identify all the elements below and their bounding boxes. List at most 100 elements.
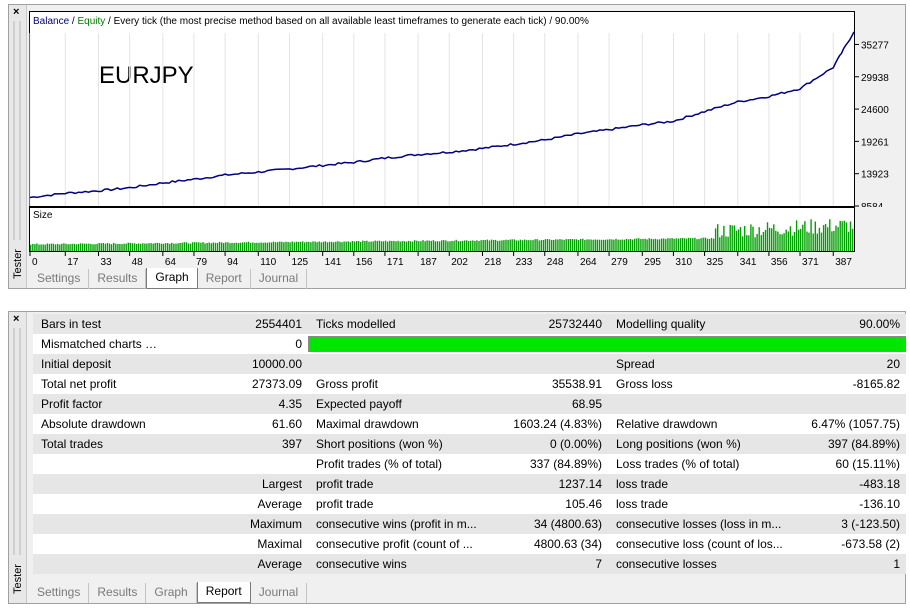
tester-side-label: Tester xyxy=(12,249,24,279)
volume-bar xyxy=(337,241,339,251)
volume-bar xyxy=(71,243,73,251)
volume-bar xyxy=(534,239,536,251)
tester-gripper[interactable]: × Tester xyxy=(9,5,27,288)
volume-bar xyxy=(61,243,63,251)
close-icon[interactable]: × xyxy=(13,313,20,325)
volume-bar xyxy=(434,241,437,251)
plot-area xyxy=(29,11,855,207)
volume-bar xyxy=(366,240,368,251)
drag-handle-icon[interactable] xyxy=(13,21,21,240)
volume-bar xyxy=(216,242,219,251)
volume-bar xyxy=(397,240,399,251)
y-tick-label: 8584 xyxy=(861,202,884,207)
volume-bar xyxy=(34,244,36,251)
report-cell: 90.00% xyxy=(793,314,906,334)
tab-graph[interactable]: Graph xyxy=(146,268,198,289)
x-axis: 0 17 33 48 64 79 94 110 125 141 156 171 187 202 218 233… xyxy=(29,252,852,268)
report-cell: Long positions (won %) xyxy=(608,434,793,454)
volume-bar xyxy=(690,238,692,251)
volume-bar xyxy=(164,243,167,251)
volume-bar xyxy=(573,239,576,251)
volume-bar xyxy=(194,242,196,251)
volume-bar xyxy=(683,238,686,251)
report-row: Absolute drawdown 61.60 Maximal drawdown 16… xyxy=(33,414,906,434)
report-cell: Average xyxy=(163,494,308,514)
volume-bar xyxy=(347,241,349,251)
volume-bar xyxy=(696,239,698,251)
volume-bar xyxy=(754,237,756,251)
report-cell: 105.46 xyxy=(498,494,608,514)
tab-graph[interactable]: Graph xyxy=(146,583,197,603)
volume-bar xyxy=(638,238,640,251)
x-tick-label: 79 xyxy=(196,257,208,268)
volume-bar xyxy=(623,239,625,251)
volume-bar xyxy=(395,241,397,251)
volume-bar xyxy=(445,240,447,251)
volume-bar xyxy=(409,241,412,251)
close-icon[interactable]: × xyxy=(13,6,20,18)
volume-bar xyxy=(324,241,327,251)
report-cell: Average xyxy=(163,554,308,574)
volume-bar xyxy=(44,244,46,251)
tab-journal[interactable]: Journal xyxy=(251,269,308,289)
volume-bar xyxy=(285,241,287,251)
report-cell: 4.35 xyxy=(163,394,308,414)
report-cell: Gross profit xyxy=(308,374,498,394)
volume-bar xyxy=(142,243,144,251)
volume-bar xyxy=(281,241,283,251)
tab-report[interactable]: Report xyxy=(196,582,251,603)
volume-bar xyxy=(773,224,775,251)
graph-pane: × Tester Balance / Equity / Every tick (… xyxy=(8,4,906,289)
volume-bar xyxy=(451,241,453,251)
modelling-quality-bar xyxy=(308,336,906,352)
tab-settings[interactable]: Settings xyxy=(29,583,90,603)
volume-bar xyxy=(102,243,104,251)
report-cell: consecutive losses (loss in m... xyxy=(608,514,793,534)
x-tick-label: 341 xyxy=(740,257,757,268)
volume-bar xyxy=(789,226,792,251)
volume-bar xyxy=(681,237,684,251)
volume-bar xyxy=(582,238,584,251)
report-cell: 10000.00 xyxy=(163,354,308,374)
volume-bar xyxy=(353,241,356,251)
volume-bar xyxy=(36,243,38,251)
volume-bar xyxy=(171,242,173,251)
volume-bar xyxy=(546,239,549,251)
volume-bar xyxy=(513,239,515,251)
report-row: Total trades 397 Short positions (won %) 0 … xyxy=(33,434,906,454)
volume-bar xyxy=(621,239,623,251)
x-tick-label: 0 xyxy=(32,257,38,268)
report-cell xyxy=(33,554,163,574)
volume-bar xyxy=(490,239,493,251)
volume-bar xyxy=(559,239,561,251)
report-cell: Maximal xyxy=(163,534,308,554)
volume-bar xyxy=(268,242,271,251)
tab-settings[interactable]: Settings xyxy=(29,269,90,289)
volume-bar xyxy=(756,234,758,251)
tester-gripper-report[interactable]: × Tester xyxy=(9,312,27,603)
volume-bar xyxy=(264,242,266,251)
volume-bar xyxy=(389,240,391,251)
volume-bar xyxy=(613,239,615,251)
tab-results[interactable]: Results xyxy=(89,269,147,289)
volume-bar xyxy=(588,239,590,251)
report-cell: 397 (84.89%) xyxy=(793,434,906,454)
volume-bar xyxy=(758,227,760,251)
tab-results[interactable]: Results xyxy=(89,583,147,603)
tab-report[interactable]: Report xyxy=(198,269,251,289)
volume-bar xyxy=(225,242,227,251)
volume-bar xyxy=(210,243,212,251)
report-cell: 7 xyxy=(498,554,608,574)
volume-bar xyxy=(420,241,422,251)
volume-bar xyxy=(775,230,777,251)
volume-bar xyxy=(181,242,183,251)
volume-bar xyxy=(669,238,671,251)
tab-journal[interactable]: Journal xyxy=(251,583,308,603)
volume-bar xyxy=(719,237,721,251)
report-cell: Maximal drawdown xyxy=(308,414,498,434)
volume-bar xyxy=(592,239,594,251)
y-tick-label: 29938 xyxy=(861,73,889,84)
volume-bar xyxy=(424,241,426,251)
volume-bar xyxy=(590,239,592,251)
drag-handle-icon[interactable] xyxy=(13,328,21,555)
